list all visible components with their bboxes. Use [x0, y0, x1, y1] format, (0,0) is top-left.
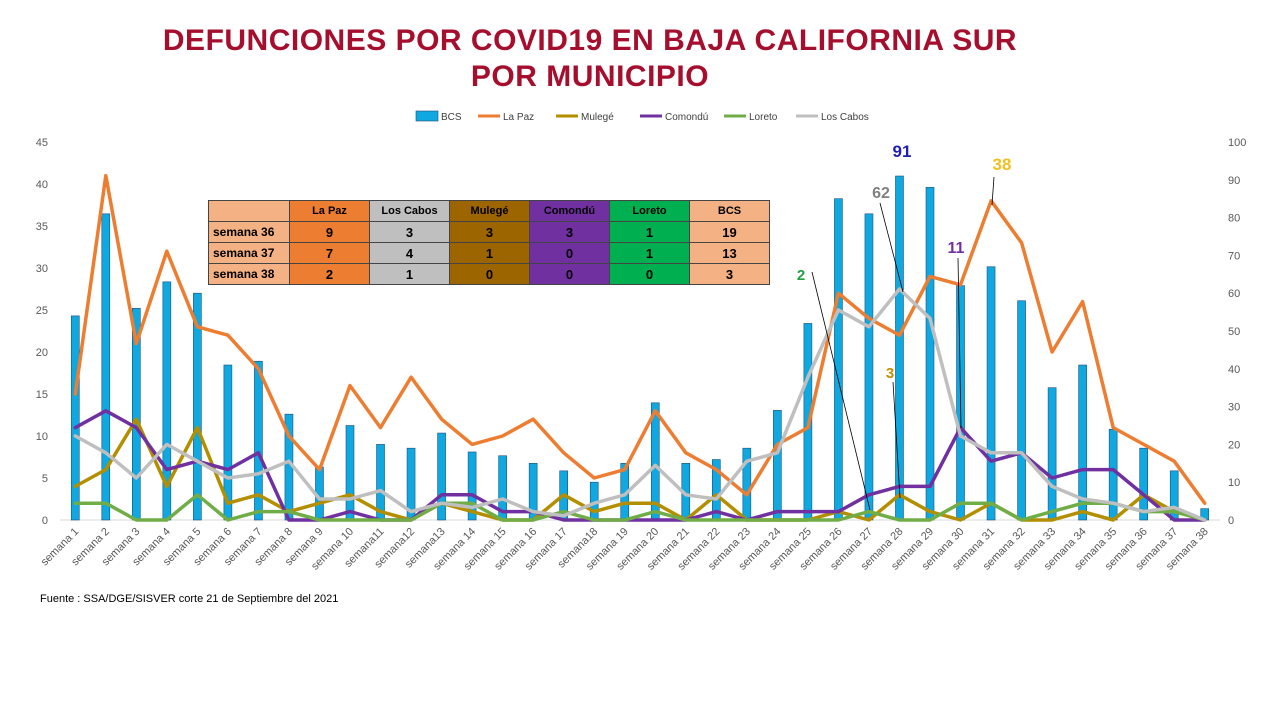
table-header-loreto: Loreto	[609, 200, 690, 222]
legend-label: Los Cabos	[821, 112, 869, 123]
chart-title-line1: DEFUNCIONES POR COVID19 EN BAJA CALIFORN…	[162, 24, 1018, 57]
table-cell: 1	[609, 242, 690, 264]
y-left-tick-label: 0	[42, 515, 48, 527]
y-right-tick-label: 60	[1228, 288, 1240, 300]
y-right-tick-label: 0	[1228, 515, 1234, 527]
bar-bcs	[1078, 364, 1087, 521]
annotation-leader-line	[991, 176, 995, 206]
table-cell: 3	[369, 221, 450, 243]
y-right-tick-label: 100	[1228, 137, 1246, 149]
y-right-tick-label: 90	[1228, 175, 1240, 187]
y-right-tick-label: 30	[1228, 402, 1240, 414]
table-header-comondu: Comondú	[529, 200, 610, 222]
legend-label: Comondú	[665, 112, 708, 123]
table-header-row: La Paz Los Cabos Mulegé Comondú Loreto B…	[208, 200, 770, 222]
line-los-cabos	[73, 287, 1207, 522]
table-cell: 0	[609, 263, 690, 285]
table-cell: 0	[529, 263, 610, 285]
legend-label: Mulegé	[581, 112, 614, 123]
bar-bcs	[1108, 428, 1118, 521]
bar-bcs	[437, 432, 446, 521]
table-row-label: semana 37	[208, 242, 290, 264]
bar-bcs	[1047, 387, 1057, 521]
table-row: semana 36 9 3 3 3 1 19	[208, 221, 770, 243]
bar-bcs	[1017, 300, 1026, 521]
y-left-tick-label: 25	[36, 305, 48, 317]
bar-bcs	[864, 213, 874, 521]
y-left-tick-label: 40	[36, 179, 48, 191]
table-header-los-cabos: Los Cabos	[369, 200, 450, 222]
legend-label: La Paz	[503, 112, 534, 123]
y-right-tick-label: 80	[1228, 213, 1240, 225]
annotation-label: 38	[993, 155, 1012, 174]
line-la-paz	[73, 173, 1207, 505]
bar-bcs	[925, 187, 935, 521]
y-right-tick-label: 50	[1228, 326, 1240, 338]
table-row-label: semana 38	[208, 263, 290, 285]
annotation-leader-line	[892, 381, 901, 499]
y-left-tick-label: 15	[36, 389, 48, 401]
table-cell: 4	[369, 242, 450, 264]
table-cell: 9	[289, 221, 370, 243]
annotation-leader-line	[879, 202, 904, 293]
table-cell: 1	[369, 263, 450, 285]
y-left-tick-label: 35	[36, 221, 48, 233]
table-cell: 2	[289, 263, 370, 285]
annotation-label: 62	[872, 185, 890, 202]
y-left-tick-label: 20	[36, 347, 48, 359]
table-cell: 13	[689, 242, 770, 264]
source-note: Fuente : SSA/DGE/SISVER corte 21 de Sept…	[40, 593, 339, 605]
annotation-label: 3	[886, 365, 894, 382]
bar-bcs	[70, 315, 80, 521]
annotation-leader-line	[811, 271, 871, 511]
table-row: semana 37 7 4 1 0 1 13	[208, 242, 770, 264]
bar-bcs	[1139, 447, 1148, 521]
y-right-tick-label: 10	[1228, 477, 1240, 489]
bar-bcs	[986, 266, 996, 521]
table-cell: 3	[689, 263, 770, 285]
annotation-label: 91	[893, 142, 912, 161]
bar-bcs	[895, 175, 904, 521]
bar-bcs	[773, 410, 782, 521]
table-cell: 19	[689, 221, 770, 243]
table-row-label: semana 36	[208, 221, 290, 243]
table-cell: 0	[529, 242, 610, 264]
y-right-tick-label: 40	[1228, 364, 1240, 376]
table-row: semana 38 2 1 0 0 0 3	[208, 263, 770, 285]
legend-label: Loreto	[749, 112, 778, 123]
y-left-tick-label: 45	[36, 137, 48, 149]
table-header-la-paz: La Paz	[289, 200, 370, 222]
y-left-tick-label: 30	[36, 263, 48, 275]
legend-label: BCS	[441, 112, 462, 123]
table-cell: 0	[449, 263, 530, 285]
bar-bcs	[193, 292, 202, 521]
line-loreto	[73, 493, 1207, 522]
bar-bcs	[834, 198, 843, 521]
table-header-bcs: BCS	[689, 200, 770, 222]
y-right-tick-label: 70	[1228, 250, 1240, 262]
bar-bcs	[345, 425, 355, 521]
annotation-leader-line	[957, 257, 962, 429]
y-left-tick-label: 5	[42, 473, 48, 485]
table-cell: 3	[449, 221, 530, 243]
legend-swatch	[415, 110, 439, 122]
table-corner-cell	[208, 200, 290, 222]
y-left-tick-label: 10	[36, 431, 48, 443]
chart-title-line2: POR MUNICIPIO	[470, 60, 710, 93]
weekly-summary-table: La Paz Los Cabos Mulegé Comondú Loreto B…	[208, 200, 770, 285]
table-cell: 3	[529, 221, 610, 243]
annotation-label: 2	[797, 267, 805, 284]
annotation-label: 11	[948, 240, 965, 257]
y-right-tick-label: 20	[1228, 439, 1240, 451]
bar-bcs	[101, 213, 111, 521]
table-cell: 1	[609, 221, 690, 243]
bar-bcs	[467, 451, 477, 521]
table-cell: 7	[289, 242, 370, 264]
table-cell: 1	[449, 242, 530, 264]
bar-bcs	[254, 360, 263, 521]
table-header-mulege: Mulegé	[449, 200, 530, 222]
